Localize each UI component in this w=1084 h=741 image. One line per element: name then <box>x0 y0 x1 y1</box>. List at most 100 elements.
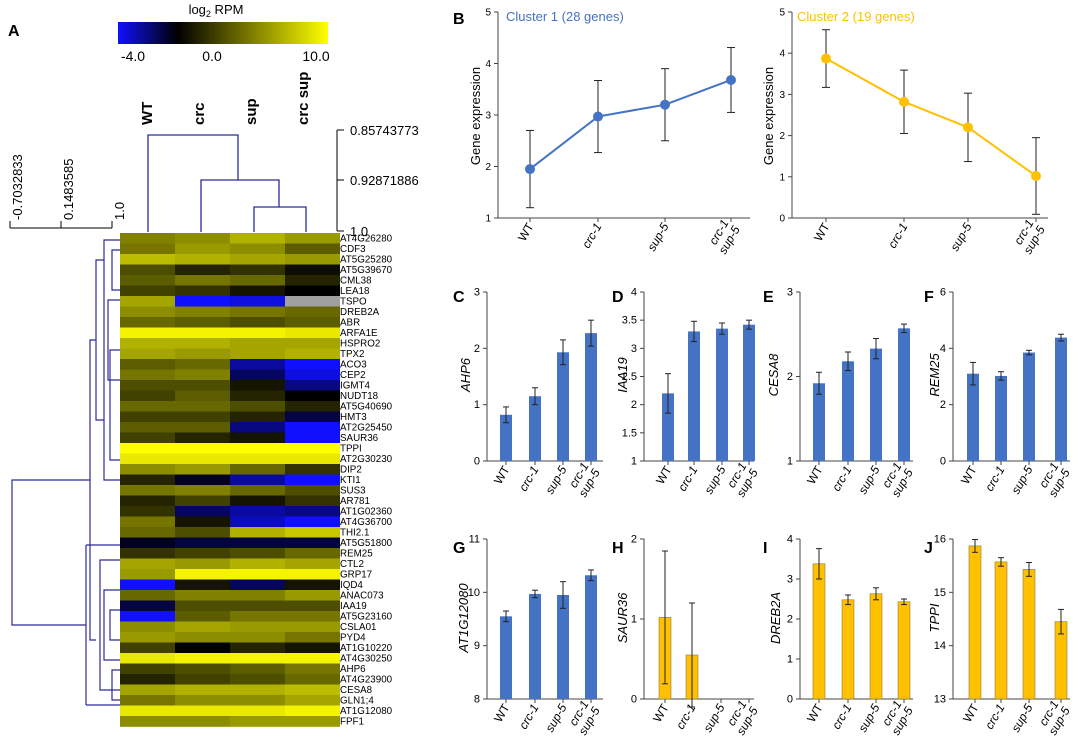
heatmap-cell <box>175 464 230 475</box>
panel-letter-a: A <box>8 23 20 40</box>
heatmap-cell <box>230 443 285 454</box>
heatmap-cell <box>285 453 340 465</box>
heatmap-cell <box>285 611 340 622</box>
heatmap-cell <box>230 317 285 328</box>
gene-label: CML38 <box>340 275 372 286</box>
gene-label: AT2G30230 <box>340 454 393 465</box>
x-tick-label: crc-1sup-5 <box>722 460 761 500</box>
column-label-sup: sup <box>243 98 260 125</box>
gene-label: LEA18 <box>340 286 370 297</box>
x-tick-label: crc-1sup-5 <box>1034 698 1073 738</box>
gene-label: AT5G40690 <box>340 401 393 412</box>
heatmap-cell <box>175 579 230 591</box>
y-axis-label: AT1G12080 <box>456 583 471 654</box>
heatmap-cell <box>285 306 340 318</box>
x-tick-label: WT <box>650 701 672 725</box>
heatmap-cell <box>175 254 230 265</box>
bar <box>585 333 597 461</box>
heatmap-cell <box>285 243 340 255</box>
chart-title: Cluster 2 (19 genes) <box>797 9 915 24</box>
heatmap-cell <box>175 264 230 276</box>
y-axis-label: SAUR36 <box>615 592 630 643</box>
heatmap-cell <box>285 684 340 696</box>
heatmap-cell <box>120 716 175 727</box>
heatmap-cell <box>175 348 230 360</box>
heatmap-cell <box>175 443 230 454</box>
column-scale-label-2: 0.92871886 <box>350 173 419 188</box>
heatmap-cell <box>285 642 340 654</box>
heatmap-cell <box>175 632 230 643</box>
column-dendrogram-scale <box>336 129 344 232</box>
heatmap-cell <box>175 432 230 444</box>
heatmap-cell <box>285 296 340 307</box>
heatmap-cell <box>120 705 175 717</box>
gene-label: CDF3 <box>340 244 366 255</box>
y-tick-label: 1 <box>787 456 793 468</box>
heatmap-cell <box>175 243 230 255</box>
heatmap-cell <box>120 642 175 654</box>
heatmap-cell <box>175 380 230 391</box>
heatmap-cell <box>285 401 340 412</box>
bar <box>898 328 910 461</box>
y-tick-label: 15 <box>934 587 946 599</box>
colorbar <box>118 22 328 44</box>
x-tick-label: crc-1sup-5 <box>1034 460 1073 500</box>
heatmap-cell <box>120 296 175 307</box>
gene-label: THI2.1 <box>340 527 369 538</box>
heatmap-cell <box>120 474 175 486</box>
heatmap-cell <box>175 317 230 328</box>
y-axis-label: TPPI <box>927 603 942 632</box>
heatmap-cell <box>230 474 285 486</box>
x-tick-label: crc-1 <box>579 221 604 251</box>
y-tick-label: 4 <box>787 534 793 546</box>
bar <box>585 575 597 699</box>
colorbar-tick-mid: 0.0 <box>202 48 222 64</box>
heatmap-cell <box>230 516 285 528</box>
gene-label: CEP2 <box>340 370 366 381</box>
heatmap-cell <box>120 348 175 360</box>
x-tick-label: crc-1sup-5 <box>722 698 761 738</box>
heatmap-cell <box>230 579 285 591</box>
gene-label: SUS3 <box>340 485 366 496</box>
bar <box>716 328 728 461</box>
x-tick-label: crc-1 <box>982 464 1007 494</box>
gene-label: PYD4 <box>340 632 366 643</box>
heatmap-cell <box>175 338 230 349</box>
heatmap-cell <box>175 684 230 696</box>
gene-label: AT4G23900 <box>340 674 393 685</box>
bar <box>743 324 755 461</box>
y-tick-label: 3 <box>787 287 793 299</box>
x-tick-label: sup-5 <box>542 463 569 496</box>
y-tick-label: 1 <box>474 399 480 411</box>
heatmap-cell <box>230 243 285 255</box>
bar <box>897 601 911 700</box>
y-tick-label: 0 <box>474 456 480 468</box>
gene-label: NUDT18 <box>340 391 379 402</box>
bar <box>529 396 541 461</box>
heatmap-cell <box>230 716 285 727</box>
heatmap-cell <box>175 548 230 559</box>
gene-label: ACO3 <box>340 359 367 370</box>
heatmap-cell <box>285 600 340 612</box>
bar <box>500 616 512 699</box>
heatmap-cell <box>285 422 340 433</box>
gene-label: GRP17 <box>340 569 372 580</box>
bar <box>500 414 512 461</box>
bar <box>967 373 979 461</box>
heatmap-cell <box>175 558 230 570</box>
bar <box>662 393 674 461</box>
gene-label: AT5G39670 <box>340 265 393 276</box>
column-label-crc-sup: crc sup <box>295 72 312 125</box>
heatmap-cell <box>230 464 285 475</box>
y-tick-label: 6 <box>940 287 946 299</box>
heatmap-cell <box>175 653 230 664</box>
heatmap-cell <box>230 264 285 276</box>
bar <box>529 593 541 699</box>
heatmap-cell <box>120 684 175 696</box>
heatmap-cell <box>230 506 285 517</box>
gene-label: IQD4 <box>340 580 363 591</box>
bar <box>994 561 1008 700</box>
heatmap-cell <box>230 548 285 559</box>
